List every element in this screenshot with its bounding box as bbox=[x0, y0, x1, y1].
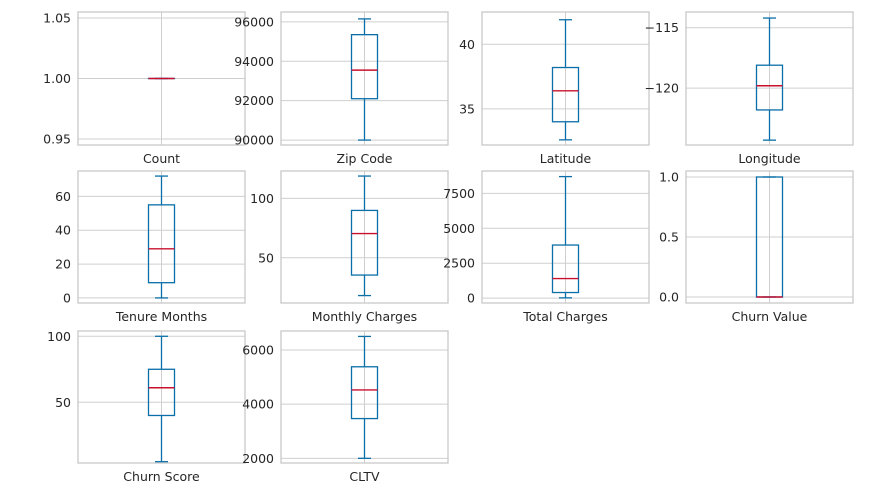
y-tick-label: 40 bbox=[459, 37, 475, 52]
y-tick-label: 0 bbox=[63, 290, 71, 305]
subplot: 0 20 40 60 Tenure Months bbox=[55, 170, 246, 324]
y-tick-label: −120 bbox=[645, 81, 679, 96]
subplot: 0 2500 5000 7500 Total Charges bbox=[443, 170, 650, 324]
x-axis-label: Total Charges bbox=[522, 309, 608, 324]
plot-frame bbox=[280, 11, 449, 146]
subplot: 50 100 Monthly Charges bbox=[250, 170, 449, 324]
plot-frame bbox=[481, 170, 650, 304]
y-tick-label: 94000 bbox=[234, 54, 274, 69]
y-tick-label: 5000 bbox=[443, 221, 475, 236]
iqr-box bbox=[350, 366, 379, 420]
y-tick-label: 0.0 bbox=[659, 290, 679, 305]
subplot: 2000 4000 6000 CLTV bbox=[242, 330, 449, 484]
x-axis-label: Tenure Months bbox=[115, 309, 207, 324]
y-tick-label: 35 bbox=[459, 101, 475, 116]
x-axis-label: Churn Score bbox=[123, 469, 200, 484]
y-tick-label: 1.05 bbox=[43, 11, 71, 26]
iqr-box bbox=[551, 244, 580, 294]
y-tick-label: 100 bbox=[250, 191, 274, 206]
y-tick-label: 4000 bbox=[242, 397, 274, 412]
y-tick-label: 7500 bbox=[443, 186, 475, 201]
y-tick-label: 2500 bbox=[443, 256, 475, 271]
iqr-box bbox=[350, 209, 379, 276]
y-tick-label: 6000 bbox=[242, 342, 274, 357]
subplot: 0.0 0.5 1.0 Churn Value bbox=[659, 170, 854, 324]
subplot: 50 100 Churn Score bbox=[47, 329, 246, 484]
y-tick-label: 0 bbox=[467, 291, 475, 306]
y-tick-label: −115 bbox=[645, 20, 679, 35]
y-tick-label: 40 bbox=[55, 223, 71, 238]
y-tick-label: 1.00 bbox=[43, 71, 71, 86]
plot-frame bbox=[77, 330, 246, 464]
y-tick-label: 90000 bbox=[234, 133, 274, 148]
iqr-box bbox=[755, 64, 784, 111]
plot-frame bbox=[77, 11, 246, 146]
x-axis-label: Count bbox=[143, 151, 180, 166]
plot-frame bbox=[685, 11, 854, 146]
y-tick-label: 92000 bbox=[234, 93, 274, 108]
x-axis-label: Churn Value bbox=[732, 309, 808, 324]
y-tick-label: 0.5 bbox=[659, 230, 679, 245]
plot-frame bbox=[280, 170, 449, 304]
x-axis-label: Monthly Charges bbox=[312, 309, 417, 324]
y-tick-label: 96000 bbox=[234, 14, 274, 29]
subplot: 35 40 Latitude bbox=[459, 11, 650, 166]
iqr-box bbox=[350, 34, 379, 100]
x-axis-label: Longitude bbox=[738, 151, 800, 166]
plot-frame bbox=[280, 330, 449, 464]
iqr-box bbox=[147, 368, 176, 417]
x-axis-label: Latitude bbox=[540, 151, 592, 166]
x-axis-label: CLTV bbox=[349, 469, 380, 484]
subplot: 0.95 1.00 1.05 Count bbox=[43, 11, 246, 166]
y-tick-label: 100 bbox=[47, 329, 71, 344]
iqr-box bbox=[147, 204, 176, 284]
y-tick-label: 60 bbox=[55, 189, 71, 204]
plot-frame bbox=[481, 11, 650, 146]
plot-frame bbox=[77, 170, 246, 304]
subplot: 90000 92000 94000 96000 Zip Code bbox=[234, 11, 449, 166]
x-axis-label: Zip Code bbox=[337, 151, 393, 166]
y-tick-label: 50 bbox=[55, 395, 71, 410]
y-tick-label: 2000 bbox=[242, 451, 274, 466]
y-tick-label: 50 bbox=[258, 250, 274, 265]
y-tick-label: 0.95 bbox=[43, 131, 71, 146]
subplot: −120 −115 Longitude bbox=[645, 11, 854, 166]
y-tick-label: 20 bbox=[55, 257, 71, 272]
plot-frame bbox=[685, 170, 854, 304]
iqr-box bbox=[551, 66, 580, 123]
y-tick-label: 1.0 bbox=[659, 170, 679, 185]
